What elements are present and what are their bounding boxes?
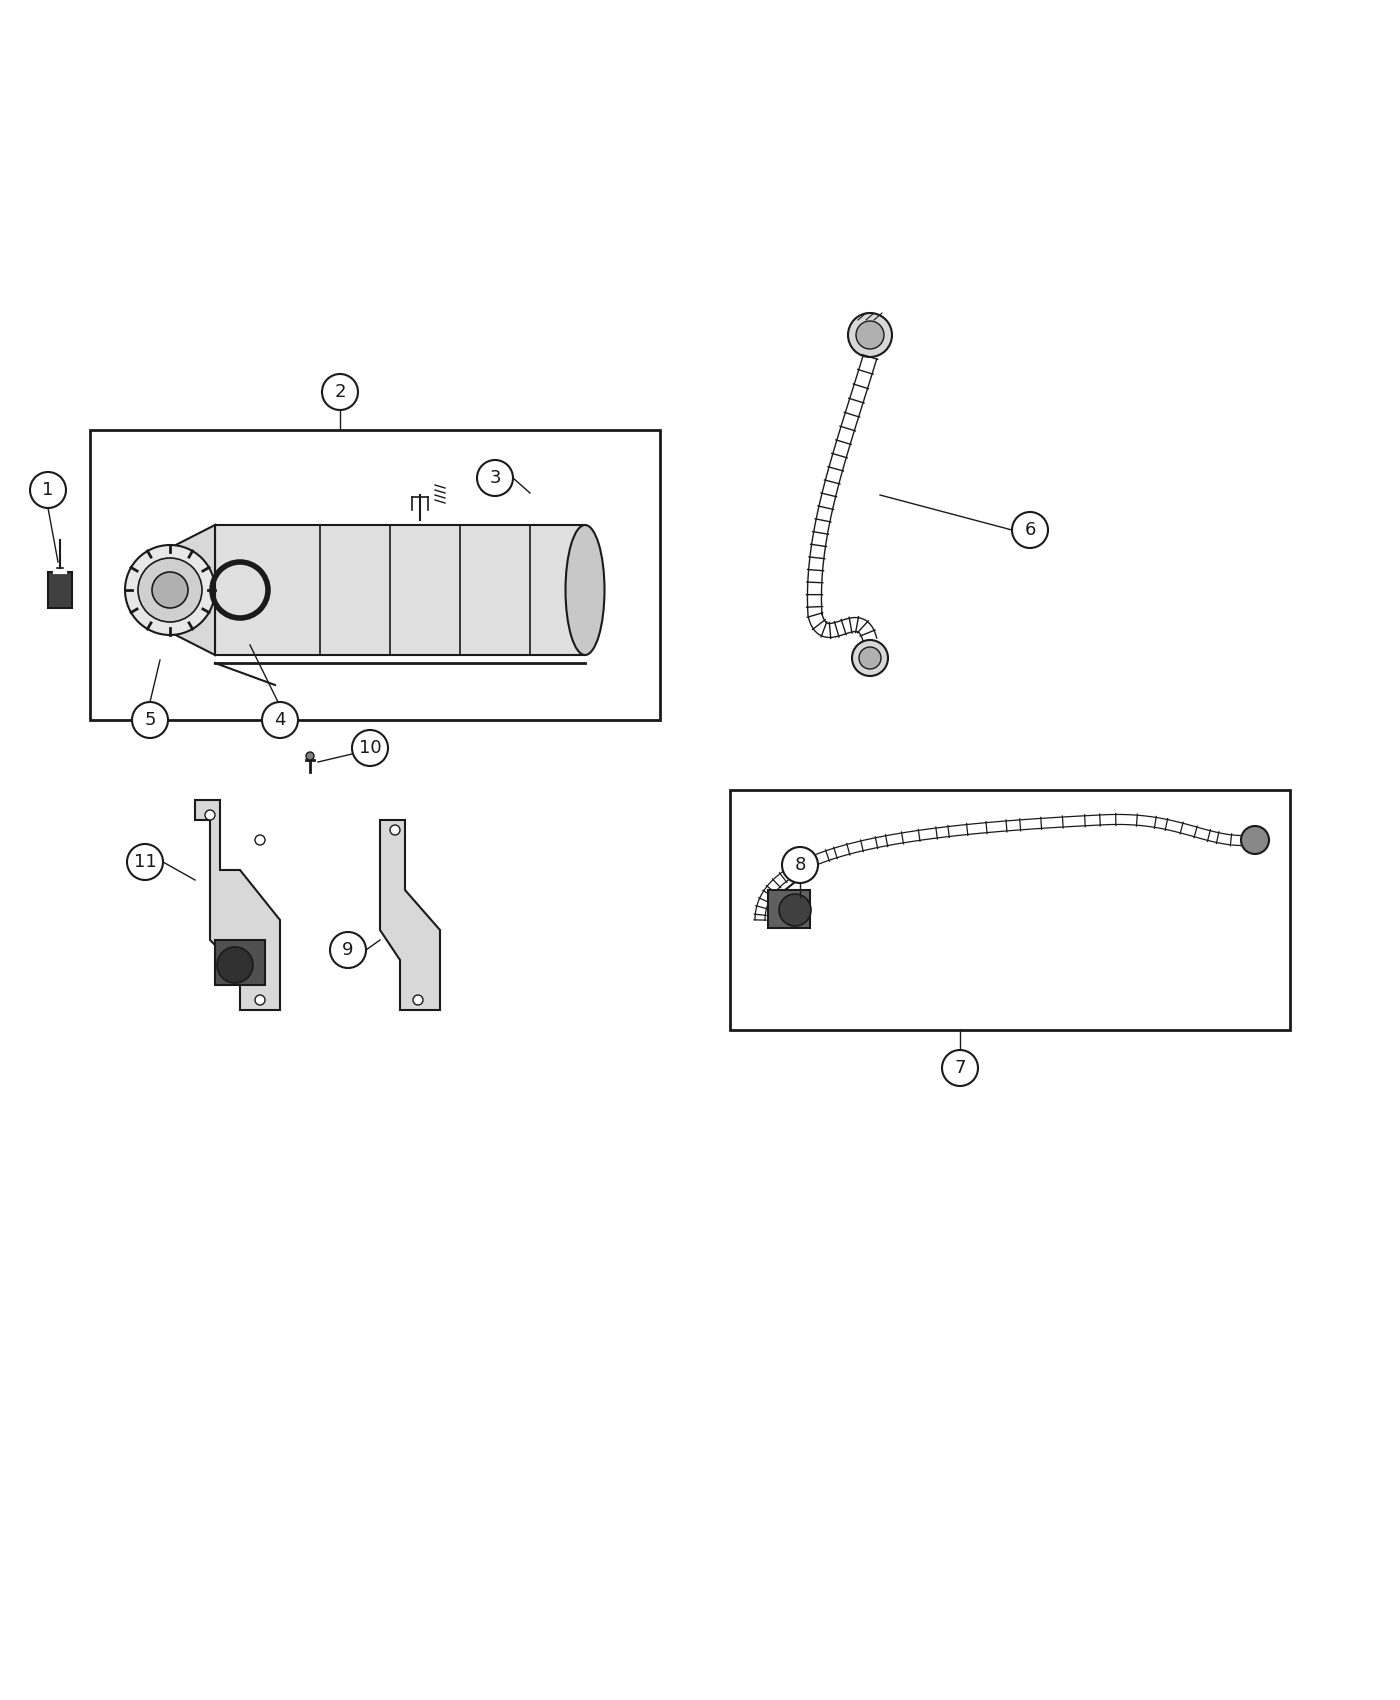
Circle shape	[351, 729, 388, 767]
Text: 4: 4	[274, 711, 286, 729]
Circle shape	[127, 843, 162, 881]
Bar	[90, 430, 659, 721]
Circle shape	[125, 546, 216, 636]
Circle shape	[322, 374, 358, 410]
Circle shape	[255, 994, 265, 1005]
Circle shape	[413, 994, 423, 1005]
Bar	[48, 571, 71, 609]
Bar	[729, 790, 1289, 1030]
Circle shape	[778, 894, 811, 927]
Text: 2: 2	[335, 382, 346, 401]
Circle shape	[307, 751, 314, 760]
Text: 8: 8	[794, 857, 805, 874]
Circle shape	[783, 847, 818, 882]
Circle shape	[217, 947, 253, 983]
Circle shape	[1240, 826, 1268, 853]
Circle shape	[262, 702, 298, 738]
Circle shape	[153, 571, 188, 609]
Circle shape	[848, 313, 892, 357]
Circle shape	[330, 932, 365, 967]
Text: 7: 7	[955, 1059, 966, 1078]
Circle shape	[1012, 512, 1049, 547]
Polygon shape	[160, 525, 216, 654]
Circle shape	[132, 702, 168, 738]
Bar	[216, 525, 585, 654]
Text: 9: 9	[342, 942, 354, 959]
Circle shape	[139, 558, 202, 622]
Circle shape	[29, 473, 66, 508]
Circle shape	[942, 1051, 979, 1086]
Circle shape	[204, 809, 216, 819]
Ellipse shape	[137, 552, 183, 627]
Polygon shape	[195, 801, 280, 1010]
Text: 10: 10	[358, 740, 381, 756]
Ellipse shape	[566, 525, 605, 654]
Circle shape	[391, 824, 400, 835]
Circle shape	[477, 461, 512, 496]
Text: 11: 11	[133, 853, 157, 870]
Circle shape	[853, 639, 888, 677]
Circle shape	[255, 835, 265, 845]
Text: 6: 6	[1025, 520, 1036, 539]
Circle shape	[860, 648, 881, 670]
Bar	[769, 891, 811, 928]
Circle shape	[855, 321, 883, 348]
Text: 1: 1	[42, 481, 53, 500]
Text: 5: 5	[144, 711, 155, 729]
Polygon shape	[379, 819, 440, 1010]
Text: 3: 3	[489, 469, 501, 486]
Bar	[216, 940, 265, 984]
